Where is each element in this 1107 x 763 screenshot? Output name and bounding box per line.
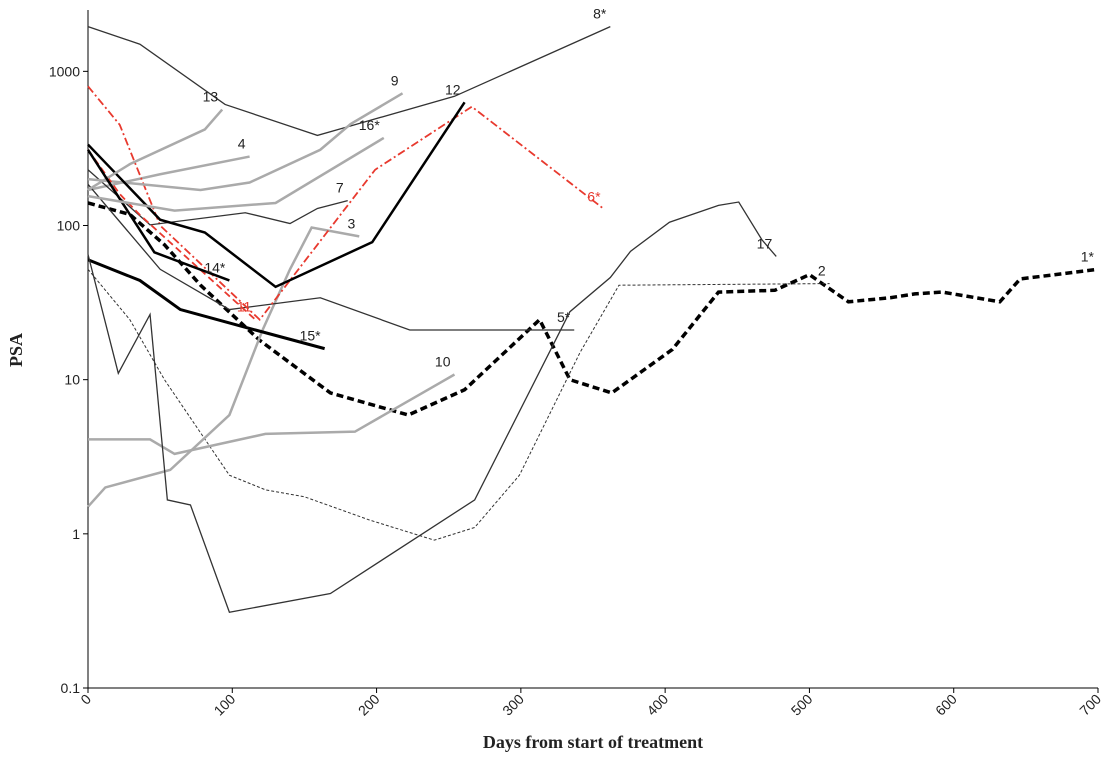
- series-label: 4: [238, 136, 246, 152]
- series-line: [87, 169, 348, 226]
- series-line: [87, 183, 575, 331]
- series-label: 9: [391, 72, 399, 88]
- series-line: [87, 201, 777, 613]
- series-line: [87, 101, 466, 289]
- series-label: 8*: [593, 6, 607, 22]
- series-line: [87, 85, 606, 322]
- series-label: 11: [237, 299, 252, 315]
- series-label: 2: [818, 263, 826, 279]
- series-label: 1*: [1081, 248, 1095, 264]
- series-label: 10: [435, 354, 451, 370]
- series-label: 14*: [204, 259, 226, 275]
- series-line: [87, 149, 256, 321]
- series-line: [87, 226, 360, 508]
- series-label: 16*: [359, 117, 381, 133]
- series-label: 12: [445, 81, 461, 97]
- series-line: [88, 373, 456, 456]
- series-line: [86, 149, 230, 282]
- series-line: [87, 201, 1099, 417]
- series-label: 7: [336, 180, 344, 196]
- series-line: [87, 258, 326, 351]
- series-label: 15*: [300, 328, 322, 344]
- series-line: [87, 108, 224, 192]
- x-tick-label: 400: [643, 691, 671, 719]
- series-line: [87, 26, 611, 137]
- y-tick-label: 1000: [49, 63, 80, 79]
- x-tick-label: 0: [77, 691, 94, 708]
- series-label: 13: [203, 89, 219, 105]
- series-line: [87, 92, 404, 192]
- y-axis-title: PSA: [6, 333, 26, 367]
- y-tick-label: 0.1: [61, 680, 81, 696]
- series-line: [87, 136, 385, 212]
- y-tick-label: 10: [64, 372, 80, 388]
- x-tick-label: 600: [932, 691, 960, 719]
- y-tick-label: 100: [57, 218, 81, 234]
- series-label: 17: [757, 235, 773, 251]
- series-label: 6*: [587, 189, 601, 205]
- x-tick-label: 200: [355, 691, 383, 719]
- x-tick-label: 300: [499, 691, 527, 719]
- series-label: 3: [347, 215, 355, 231]
- x-tick-label: 500: [788, 691, 816, 719]
- series-label: 5*: [557, 309, 571, 325]
- series-line: [87, 268, 830, 541]
- x-tick-label: 100: [211, 691, 239, 719]
- x-axis-title: Days from start of treatment: [483, 732, 703, 752]
- y-tick-label: 1: [72, 526, 80, 542]
- x-tick-label: 700: [1076, 691, 1104, 719]
